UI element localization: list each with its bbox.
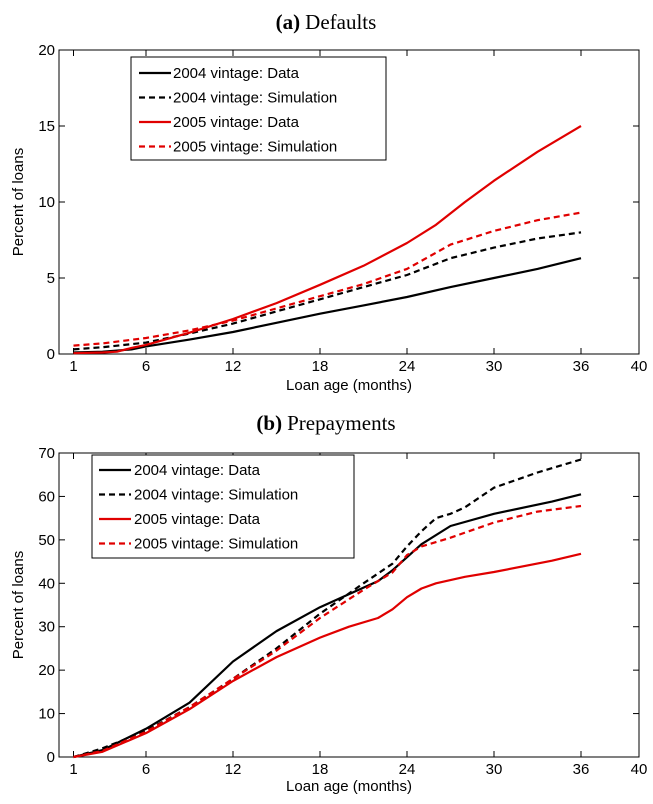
x-tick-label: 12 xyxy=(225,761,242,778)
panel-defaults: (a) Defaults 1 6 12 18 24 30 36 40 0 5 10 15 20 Loan… xyxy=(10,10,647,394)
y-tick-label: 5 xyxy=(47,270,55,287)
y-tick-label: 40 xyxy=(38,575,55,592)
panel-b-title: (b) Prepayments xyxy=(256,411,395,435)
legend-label: 2004 vintage: Data xyxy=(173,65,300,82)
panel-prepayments: (b) Prepayments 1 6 12 18 24 30 36 40 0 10 20 30 40 5… xyxy=(10,411,647,795)
y-tick-label: 15 xyxy=(38,118,55,135)
series-line-1 xyxy=(73,493,582,759)
x-tick-label: 24 xyxy=(399,358,416,375)
panel-a-label: (a) xyxy=(276,10,301,34)
x-tick-label: 6 xyxy=(142,761,150,778)
panel-a-x-axis-label: Loan age (months) xyxy=(286,377,412,394)
x-tick-label: 40 xyxy=(631,761,648,778)
y-tick-label: 60 xyxy=(38,488,55,505)
panel-a-series-lines xyxy=(73,125,582,355)
panel-b-legend-box xyxy=(91,454,355,559)
series-line-4 xyxy=(73,504,582,759)
panel-b-legend: 2004 vintage: Data 2004 vintage: Simulati… xyxy=(91,454,355,559)
panel-b-label: (b) xyxy=(256,411,282,435)
legend-label: 2005 vintage: Data xyxy=(134,511,261,528)
y-tick-label: 10 xyxy=(38,706,55,723)
panel-a-x-ticks: 1 6 12 18 24 30 36 40 xyxy=(69,50,647,375)
legend-label: 2005 vintage: Data xyxy=(173,114,300,131)
x-tick-label: 24 xyxy=(399,761,416,778)
panel-b-y-axis-label: Percent of loans xyxy=(10,551,27,659)
legend-label: 2004 vintage: Simulation xyxy=(134,487,298,504)
x-tick-label: 1 xyxy=(69,761,77,778)
x-tick-label: 12 xyxy=(225,358,242,375)
panel-b-series-lines xyxy=(73,458,582,759)
series-line-4 xyxy=(73,211,582,347)
legend-label: 2005 vintage: Simulation xyxy=(134,536,298,553)
x-tick-label: 30 xyxy=(486,358,503,375)
panel-a-title: (a) Defaults xyxy=(276,10,377,34)
series-line-2 xyxy=(73,231,582,351)
y-tick-label: 0 xyxy=(47,346,55,363)
panel-b-x-ticks: 1 6 12 18 24 30 36 40 xyxy=(69,453,647,778)
panel-a-legend-items: 2004 vintage: Data 2004 vintage: Simulati… xyxy=(139,65,337,156)
panel-a-legend-box xyxy=(130,56,387,161)
panel-a-title-text: Defaults xyxy=(305,10,376,34)
y-tick-label: 0 xyxy=(47,749,55,766)
panel-b-title-text: Prepayments xyxy=(287,411,395,435)
y-tick-label: 20 xyxy=(38,662,55,679)
y-tick-label: 30 xyxy=(38,619,55,636)
legend-label: 2005 vintage: Simulation xyxy=(173,139,337,156)
x-tick-label: 36 xyxy=(573,761,590,778)
x-tick-label: 18 xyxy=(312,761,329,778)
x-tick-label: 36 xyxy=(573,358,590,375)
series-line-3 xyxy=(73,125,582,355)
panel-b-legend-items: 2004 vintage: Data 2004 vintage: Simulati… xyxy=(99,462,298,553)
panel-b-x-axis-label: Loan age (months) xyxy=(286,778,412,795)
x-tick-label: 30 xyxy=(486,761,503,778)
series-line-3 xyxy=(73,552,582,759)
panel-b-y-ticks: 0 10 20 30 40 50 60 70 xyxy=(38,445,639,766)
panel-b-axes-box xyxy=(58,452,640,758)
y-tick-label: 10 xyxy=(38,194,55,211)
panel-a-y-ticks: 0 5 10 15 20 xyxy=(38,42,639,363)
legend-label: 2004 vintage: Data xyxy=(134,462,261,479)
legend-label: 2004 vintage: Simulation xyxy=(173,90,337,107)
x-tick-label: 40 xyxy=(631,358,648,375)
y-tick-label: 70 xyxy=(38,445,55,462)
y-tick-label: 20 xyxy=(38,42,55,59)
y-tick-label: 50 xyxy=(38,532,55,549)
series-line-1 xyxy=(73,257,582,354)
panel-a-y-axis-label: Percent of loans xyxy=(10,148,27,256)
x-tick-label: 6 xyxy=(142,358,150,375)
x-tick-label: 1 xyxy=(69,358,77,375)
panel-a-legend: 2004 vintage: Data 2004 vintage: Simulati… xyxy=(130,56,387,161)
x-tick-label: 18 xyxy=(312,358,329,375)
